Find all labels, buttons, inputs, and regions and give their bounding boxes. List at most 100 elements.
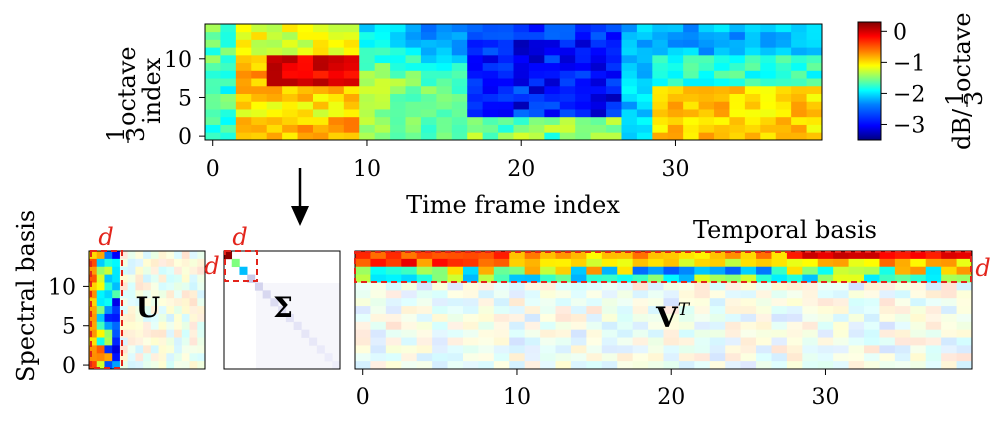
heatmap-cell	[806, 54, 823, 64]
vt-cell	[894, 353, 911, 362]
u-cell	[96, 290, 105, 299]
heatmap-cell	[590, 124, 607, 133]
vt-cell	[462, 313, 479, 323]
heatmap-cell	[451, 39, 468, 48]
vt-cell	[817, 313, 834, 323]
heatmap-cell	[374, 93, 391, 102]
u-cell	[104, 345, 113, 354]
heatmap-cell	[621, 116, 638, 125]
vt-cell	[648, 353, 664, 362]
vt-cell	[401, 298, 418, 307]
heatmap-cell	[405, 54, 422, 64]
u-cell	[174, 282, 183, 291]
heatmap-cell	[390, 54, 406, 64]
u-cell	[143, 313, 152, 323]
u-cell	[89, 290, 98, 299]
vt-cell	[493, 282, 510, 291]
u-cell	[197, 266, 206, 275]
heatmap-cell	[251, 85, 268, 94]
heatmap-cell	[420, 31, 437, 40]
heatmap-cell	[775, 93, 792, 102]
vt-cell	[447, 290, 464, 299]
vt-cell	[894, 258, 911, 268]
vt-cell	[771, 306, 788, 315]
sigma-diagonal-cell	[231, 258, 240, 268]
vt-cell	[894, 337, 911, 346]
u-cell	[181, 345, 190, 354]
heatmap-cell	[482, 124, 499, 133]
heatmap-cell	[559, 109, 576, 118]
u-cell	[135, 298, 144, 307]
vt-cell	[432, 321, 448, 331]
heatmap-cell	[559, 124, 576, 133]
u-cell	[158, 282, 167, 291]
u-cell	[174, 313, 183, 323]
heatmap-cell	[744, 101, 761, 110]
vt-cell	[740, 361, 757, 370]
vt-cell	[385, 274, 402, 283]
vt-cell	[756, 290, 772, 299]
heatmap-cell	[297, 70, 314, 79]
heatmap-cell	[791, 62, 807, 71]
heatmap-cell	[652, 70, 669, 79]
vt-cell	[956, 258, 973, 268]
colorbar-tick-label: −1	[893, 51, 925, 76]
vt-cell	[540, 321, 556, 331]
vt-cell	[355, 321, 371, 331]
vt-cell	[632, 321, 649, 331]
heatmap-cell	[698, 47, 715, 56]
vt-cell	[478, 353, 495, 362]
vt-cell	[432, 345, 448, 354]
vt-cell	[817, 329, 834, 338]
u-cell	[143, 345, 152, 354]
u-cell	[104, 298, 113, 307]
vt-cell	[756, 329, 772, 338]
vt-cell	[478, 258, 495, 268]
vt-cell	[432, 337, 448, 346]
vt-cell	[678, 298, 695, 307]
heatmap-cell	[791, 124, 807, 133]
sigma-diagonal-cell	[247, 274, 256, 283]
vt-cell	[941, 353, 957, 362]
vt-cell	[540, 258, 556, 268]
vt-cell	[678, 353, 695, 362]
vt-cell	[570, 251, 587, 260]
u-cell	[104, 321, 113, 331]
heatmap-cell	[451, 47, 468, 56]
heatmap-cell	[482, 39, 499, 48]
vt-cell	[493, 258, 510, 268]
heatmap-cell	[205, 78, 221, 87]
vt-cell	[941, 251, 957, 260]
u-cell	[96, 345, 105, 354]
heatmap-cell	[606, 101, 622, 110]
heatmap-cell	[498, 101, 514, 110]
vt-cell	[817, 306, 834, 315]
vt-cell	[925, 337, 942, 346]
u-cell	[189, 282, 198, 291]
heatmap-cell	[760, 93, 777, 102]
heatmap-cell	[544, 39, 561, 48]
heatmap-cell	[513, 62, 530, 71]
heatmap-cell	[683, 85, 699, 94]
heatmap-cell	[714, 116, 730, 125]
heatmap-cell	[590, 31, 607, 40]
vt-cell	[632, 353, 649, 362]
vt-cell	[910, 313, 927, 323]
vt-cell	[786, 290, 803, 299]
heatmap-cell	[374, 39, 391, 48]
u-cell	[143, 306, 152, 315]
u-cell	[189, 290, 198, 299]
heatmap-cell	[436, 101, 453, 110]
vt-cell	[601, 274, 618, 283]
vt-cell	[817, 290, 834, 299]
heatmap-cell	[297, 78, 314, 87]
heatmap-cell	[297, 54, 314, 64]
vt-cell	[786, 329, 803, 338]
heatmap-cell	[544, 78, 561, 87]
vt-cell	[833, 298, 849, 307]
heatmap-cell	[282, 101, 298, 110]
vt-cell	[833, 258, 849, 268]
vt-cell	[401, 321, 418, 331]
sigma-diagonal-cell	[224, 251, 233, 260]
u-cell	[189, 321, 198, 331]
